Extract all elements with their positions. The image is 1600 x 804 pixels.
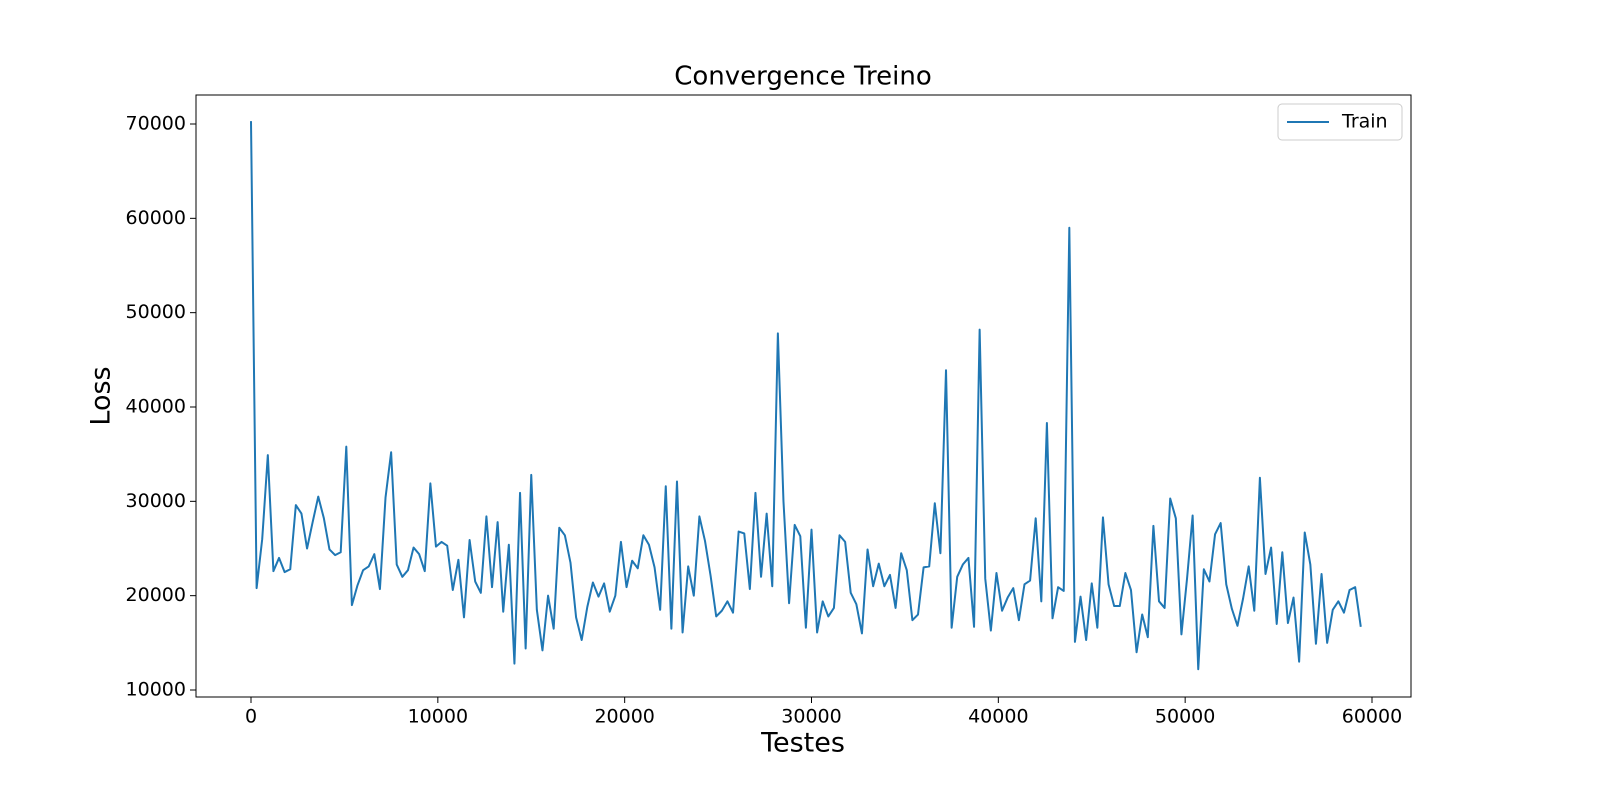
x-tick-label: 50000 bbox=[1155, 706, 1215, 728]
chart-title: Convergence Treino bbox=[674, 62, 931, 92]
x-tick-label: 60000 bbox=[1342, 706, 1402, 728]
y-tick-label: 50000 bbox=[126, 301, 186, 323]
x-tick-label: 30000 bbox=[781, 706, 841, 728]
legend-box bbox=[1277, 103, 1403, 141]
legend-label: Train bbox=[1341, 111, 1388, 133]
y-tick-label: 40000 bbox=[126, 395, 186, 417]
x-axis-label: Testes bbox=[760, 728, 845, 759]
y-tick-label: 60000 bbox=[126, 207, 186, 229]
x-tick-label: 20000 bbox=[594, 706, 654, 728]
data-line bbox=[250, 121, 1362, 671]
y-tick-label: 10000 bbox=[126, 679, 186, 701]
plot-frame bbox=[195, 94, 1412, 698]
x-tick-label: 10000 bbox=[408, 706, 468, 728]
y-tick-label: 70000 bbox=[126, 112, 186, 134]
x-tick-label: 40000 bbox=[968, 706, 1028, 728]
x-tick-label: 0 bbox=[245, 706, 257, 728]
y-tick-label: 30000 bbox=[126, 490, 186, 512]
y-axis-label: Loss bbox=[86, 366, 117, 425]
y-tick-label: 20000 bbox=[126, 584, 186, 606]
